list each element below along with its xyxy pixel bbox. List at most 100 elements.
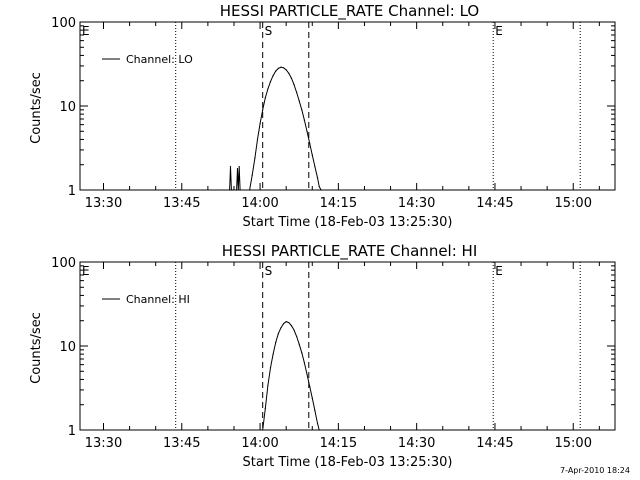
data-point [269,367,272,369]
data-point [311,154,313,156]
data-point [283,67,285,69]
data-point [309,385,311,387]
series-line [262,321,320,431]
data-point [314,410,316,412]
data-point [314,166,316,168]
data-point [298,100,300,102]
data-point [236,168,239,170]
data-point [293,329,295,331]
y-tick-label: 1 [68,424,76,439]
data-point [264,97,266,99]
x-tick-label: 14:15 [320,196,357,211]
x-tick-label: 13:45 [163,196,200,211]
x-tick-label: 14:30 [398,436,435,451]
y-tick-label: 100 [51,16,76,31]
chart-title: HESSI PARTICLE_RATE Channel: HI [222,242,478,261]
x-tick-label: 15:00 [555,196,592,211]
data-point [285,69,287,71]
plot-frame [79,261,616,431]
data-point [238,166,240,168]
data-point [272,75,274,77]
data-point [298,343,300,345]
x-tick-label: 14:00 [241,436,278,451]
data-point [262,109,264,111]
marker-label: E [495,264,503,278]
x-tick-label: 14:00 [241,196,278,211]
chart-panel-2: HESSI PARTICLE_RATE Channel: HI 13:30 13:4… [29,242,616,470]
data-point [229,166,232,168]
data-point [267,88,269,90]
data-point [316,177,319,179]
data-point [280,327,282,329]
data-point [303,119,305,121]
legend-label: Channel: LO [126,53,193,66]
data-point [320,189,322,191]
data-point [280,66,282,68]
marker-label: S [265,264,273,278]
data-point [296,335,298,337]
x-tick-label: 14:30 [398,196,435,211]
data-point [296,91,298,93]
y-tick-label: 10 [59,340,76,355]
data-point [288,72,290,74]
data-point [256,138,259,140]
data-point [236,189,238,191]
data-point [259,122,261,124]
data-point [306,130,308,132]
series-line [229,66,322,191]
x-tick-label: 13:30 [85,436,122,451]
data-point [267,384,269,386]
y-axis-label: Counts/sec [29,72,44,144]
data-point [285,321,287,323]
x-axis-label: Start Time (18-Feb-03 13:25:30) [243,455,453,470]
data-point [275,341,277,344]
data-point [232,189,234,191]
x-tick-label: 15:00 [555,436,592,451]
data-point [254,157,256,159]
data-point [301,352,303,354]
x-axis-label: Start Time (18-Feb-03 13:25:30) [243,215,453,230]
x-tick-label: 13:45 [163,436,200,451]
data-point [249,189,251,191]
data-point [275,70,277,72]
x-tick-label: 13:30 [85,196,122,211]
data-point [277,333,279,335]
data-point [301,109,303,111]
data-point [318,185,320,188]
data-point [231,189,233,191]
data-point [309,142,311,144]
data-point [293,84,295,86]
timestamp-label: 7-Apr-2010 18:24 [560,466,630,475]
data-point [229,189,231,191]
data-point [262,429,264,431]
y-tick-label: 1 [68,184,76,199]
marker-label: E [495,24,503,38]
legend-label: Channel: HI [126,293,190,306]
y-tick-label: 100 [51,256,76,271]
data-point [316,422,319,424]
data-point [311,397,313,399]
data-point [290,77,292,79]
data-point [318,429,320,431]
chart-title: HESSI PARTICLE_RATE Channel: LO [220,2,479,21]
data-point [237,189,239,191]
data-point [269,81,272,83]
data-point [272,353,274,355]
data-point [283,323,285,325]
x-tick-label: 14:15 [320,436,357,451]
marker-label: E [82,24,90,38]
data-point [303,362,305,364]
marker-label: E [82,264,90,278]
x-tick-label: 14:45 [476,196,513,211]
data-point [277,67,279,69]
data-point [264,408,266,410]
data-point [251,174,253,176]
plot-frame [79,21,616,191]
data-point [290,325,292,327]
marker-label: S [265,24,273,38]
y-tick-label: 10 [59,100,76,115]
data-point [288,322,290,324]
data-point [239,189,241,191]
